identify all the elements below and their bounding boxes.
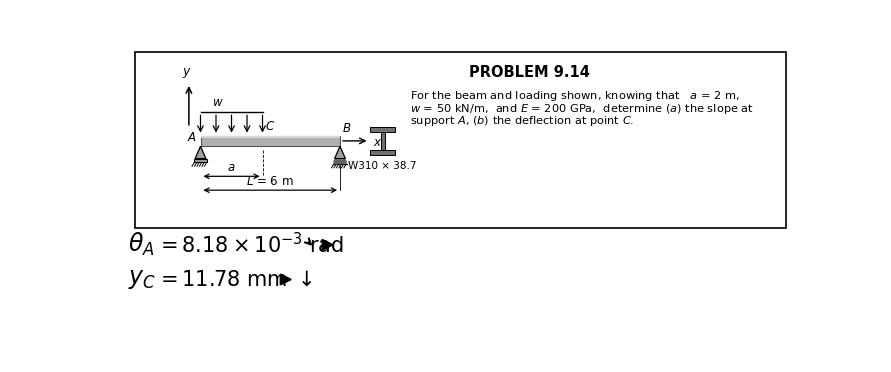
- Bar: [200, 135, 340, 146]
- Bar: [193, 158, 208, 163]
- Text: $C$: $C$: [265, 120, 275, 133]
- Text: $w$ = 50 kN/m,  and $E$ = 200 GPa,  determine ($a$) the slope at: $w$ = 50 kN/m, and $E$ = 200 GPa, determ…: [410, 102, 754, 116]
- Text: $= 8.18 \times 10^{-3}$ rad: $= 8.18 \times 10^{-3}$ rad: [156, 232, 344, 257]
- Text: For the beam and loading shown, knowing that   $a$ = 2 m,: For the beam and loading shown, knowing …: [410, 89, 740, 103]
- Text: $y_C$: $y_C$: [128, 268, 157, 291]
- Text: $w$: $w$: [212, 96, 224, 109]
- Bar: [371, 150, 395, 155]
- Text: $y$: $y$: [182, 66, 192, 80]
- Circle shape: [338, 159, 342, 164]
- Text: $B$: $B$: [342, 122, 352, 135]
- Text: $= 11.78$ mm $\downarrow$: $= 11.78$ mm $\downarrow$: [156, 269, 314, 289]
- Polygon shape: [335, 146, 346, 158]
- Polygon shape: [323, 240, 333, 250]
- Text: support $A$, ($b$) the deflection at point $C$.: support $A$, ($b$) the deflection at poi…: [410, 114, 634, 128]
- Bar: [380, 132, 385, 150]
- Text: W310 × 38.7: W310 × 38.7: [348, 161, 417, 171]
- Circle shape: [334, 159, 339, 164]
- Bar: [135, 52, 786, 228]
- Text: $L$ = 6 m: $L$ = 6 m: [247, 175, 294, 188]
- Text: $A$: $A$: [187, 131, 197, 144]
- Text: $a$: $a$: [227, 161, 236, 174]
- Polygon shape: [281, 274, 291, 285]
- Text: PROBLEM 9.14: PROBLEM 9.14: [470, 65, 591, 80]
- Polygon shape: [195, 146, 206, 158]
- Bar: [371, 127, 395, 132]
- Text: $\theta_A$: $\theta_A$: [128, 231, 155, 259]
- Text: $x$: $x$: [372, 136, 382, 149]
- Circle shape: [341, 159, 347, 164]
- Bar: [200, 135, 340, 138]
